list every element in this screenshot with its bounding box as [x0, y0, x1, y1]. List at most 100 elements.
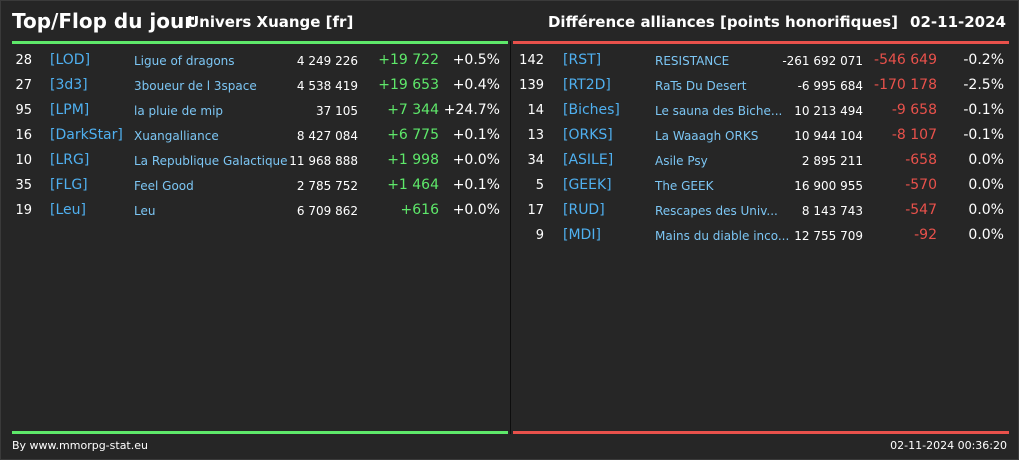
table-row: 13 [ORKS] La Waaagh ORKS 10 944 104 -8 1… — [513, 124, 1009, 149]
header: Top/Flop du jour Univers Xuange [fr] Dif… — [1, 1, 1018, 41]
alliance-name-link[interactable]: Le sauna des Biche... — [655, 104, 783, 118]
rank: 35 — [15, 178, 32, 193]
table-row: 27 [3d3] 3boueur de l 3space 4 538 419 +… — [12, 74, 508, 99]
percent: +0.0% — [452, 152, 500, 168]
percent: +0.5% — [452, 52, 500, 68]
points: 4 538 419 — [296, 79, 358, 93]
alliance-tag-link[interactable]: [3d3] — [50, 77, 88, 93]
alliance-tag-link[interactable]: [LPM] — [50, 102, 90, 118]
table-row: 19 [Leu] Leu 6 709 862 +616 +0.0% — [12, 199, 508, 224]
alliance-tag-link[interactable]: [LRG] — [50, 152, 90, 168]
rank: 28 — [15, 53, 32, 68]
diff: +19 653 — [378, 77, 439, 93]
rank: 9 — [535, 228, 544, 243]
percent: 0.0% — [968, 177, 1004, 193]
rank: 16 — [15, 128, 32, 143]
rank: 14 — [527, 103, 544, 118]
flop-accent-bar — [513, 41, 1009, 44]
diff: +19 722 — [378, 52, 439, 68]
alliance-name-link[interactable]: la pluie de mip — [134, 104, 224, 118]
points: 10 213 494 — [794, 104, 863, 118]
percent: +0.0% — [452, 202, 500, 218]
table-row: 28 [LOD] Ligue of dragons 4 249 226 +19 … — [12, 49, 508, 74]
table-row: 10 [LRG] La Republique Galactique 11 968… — [12, 149, 508, 174]
alliance-name-link[interactable]: La Waaagh ORKS — [655, 129, 759, 143]
alliance-tag-link[interactable]: [GEEK] — [563, 177, 612, 193]
rank: 142 — [519, 53, 544, 68]
page-title: Top/Flop du jour — [12, 9, 195, 33]
alliance-tag-link[interactable]: [ASILE] — [563, 152, 614, 168]
percent: 0.0% — [968, 202, 1004, 218]
percent: -2.5% — [963, 77, 1004, 93]
column-divider — [510, 41, 511, 434]
diff: +1 464 — [387, 177, 439, 193]
percent: +0.4% — [452, 77, 500, 93]
alliance-name-link[interactable]: Feel Good — [134, 179, 194, 193]
server-name: Univers Xuange [fr] — [187, 13, 354, 31]
rank: 34 — [527, 153, 544, 168]
table-row: 139 [RT2D] RaTs Du Desert -6 995 684 -17… — [513, 74, 1009, 99]
percent: -0.2% — [963, 52, 1004, 68]
table-row: 16 [DarkStar] Xuangalliance 8 427 084 +6… — [12, 124, 508, 149]
percent: -0.1% — [963, 102, 1004, 118]
top-accent-bar — [12, 41, 508, 44]
alliance-name-link[interactable]: Mains du diable inco... — [655, 229, 790, 243]
table-row: 95 [LPM] la pluie de mip 37 105 +7 344 +… — [12, 99, 508, 124]
alliance-name-link[interactable]: La Republique Galactique — [134, 154, 288, 168]
points: 10 944 104 — [794, 129, 863, 143]
credit-link[interactable]: By www.mmorpg-stat.eu — [12, 439, 148, 452]
table-row: 9 [MDI] Mains du diable inco... 12 755 7… — [513, 224, 1009, 249]
percent: +24.7% — [443, 102, 500, 118]
table-row: 34 [ASILE] Asile Psy 2 895 211 -658 0.0% — [513, 149, 1009, 174]
percent: +0.1% — [452, 127, 500, 143]
metric-label: Différence alliances [points honorifique… — [547, 13, 899, 31]
flop-accent-bar-bottom — [513, 431, 1009, 434]
alliance-name-link[interactable]: Leu — [134, 204, 156, 218]
alliance-name-link[interactable]: RaTs Du Desert — [655, 79, 747, 93]
rank: 95 — [15, 103, 32, 118]
alliance-name-link[interactable]: Ligue of dragons — [134, 54, 235, 68]
top-accent-bar-bottom — [12, 431, 508, 434]
alliance-tag-link[interactable]: [DarkStar] — [50, 127, 123, 143]
diff: -170 178 — [874, 77, 937, 93]
diff: +6 775 — [387, 127, 439, 143]
points: 16 900 955 — [794, 179, 863, 193]
diff: +1 998 — [387, 152, 439, 168]
alliance-name-link[interactable]: Rescapes des Univ... — [655, 204, 778, 218]
points: 2 895 211 — [801, 154, 863, 168]
alliance-tag-link[interactable]: [LOD] — [50, 52, 91, 68]
points: 8 143 743 — [801, 204, 863, 218]
rank: 10 — [15, 153, 32, 168]
alliance-tag-link[interactable]: [Leu] — [50, 202, 86, 218]
points: 12 755 709 — [794, 229, 863, 243]
alliance-tag-link[interactable]: [ORKS] — [563, 127, 613, 143]
diff: +616 — [400, 202, 439, 218]
table-row: 14 [Biches] Le sauna des Biche... 10 213… — [513, 99, 1009, 124]
alliance-tag-link[interactable]: [FLG] — [50, 177, 88, 193]
points: 8 427 084 — [296, 129, 358, 143]
points: 4 249 226 — [296, 54, 358, 68]
alliance-name-link[interactable]: Xuangalliance — [134, 129, 219, 143]
alliance-name-link[interactable]: Asile Psy — [655, 154, 708, 168]
percent: 0.0% — [968, 227, 1004, 243]
diff: -8 107 — [891, 127, 937, 143]
points: -6 995 684 — [797, 79, 863, 93]
rank: 13 — [527, 128, 544, 143]
alliance-name-link[interactable]: RESISTANCE — [655, 54, 730, 68]
alliance-name-link[interactable]: 3boueur de l 3space — [134, 79, 257, 93]
diff: -546 649 — [874, 52, 937, 68]
alliance-tag-link[interactable]: [RST] — [563, 52, 602, 68]
alliance-tag-link[interactable]: [Biches] — [563, 102, 620, 118]
alliance-tag-link[interactable]: [RT2D] — [563, 77, 611, 93]
table-row: 142 [RST] RESISTANCE -261 692 071 -546 6… — [513, 49, 1009, 74]
percent: 0.0% — [968, 152, 1004, 168]
diff: -658 — [905, 152, 937, 168]
table-row: 17 [RUD] Rescapes des Univ... 8 143 743 … — [513, 199, 1009, 224]
top-panel: 28 [LOD] Ligue of dragons 4 249 226 +19 … — [12, 49, 508, 224]
alliance-tag-link[interactable]: [MDI] — [563, 227, 601, 243]
percent: +0.1% — [452, 177, 500, 193]
alliance-tag-link[interactable]: [RUD] — [563, 202, 605, 218]
metric-header: Différence alliances [points honorifique… — [536, 13, 1006, 31]
alliance-name-link[interactable]: The GEEK — [655, 179, 714, 193]
diff: +7 344 — [387, 102, 439, 118]
